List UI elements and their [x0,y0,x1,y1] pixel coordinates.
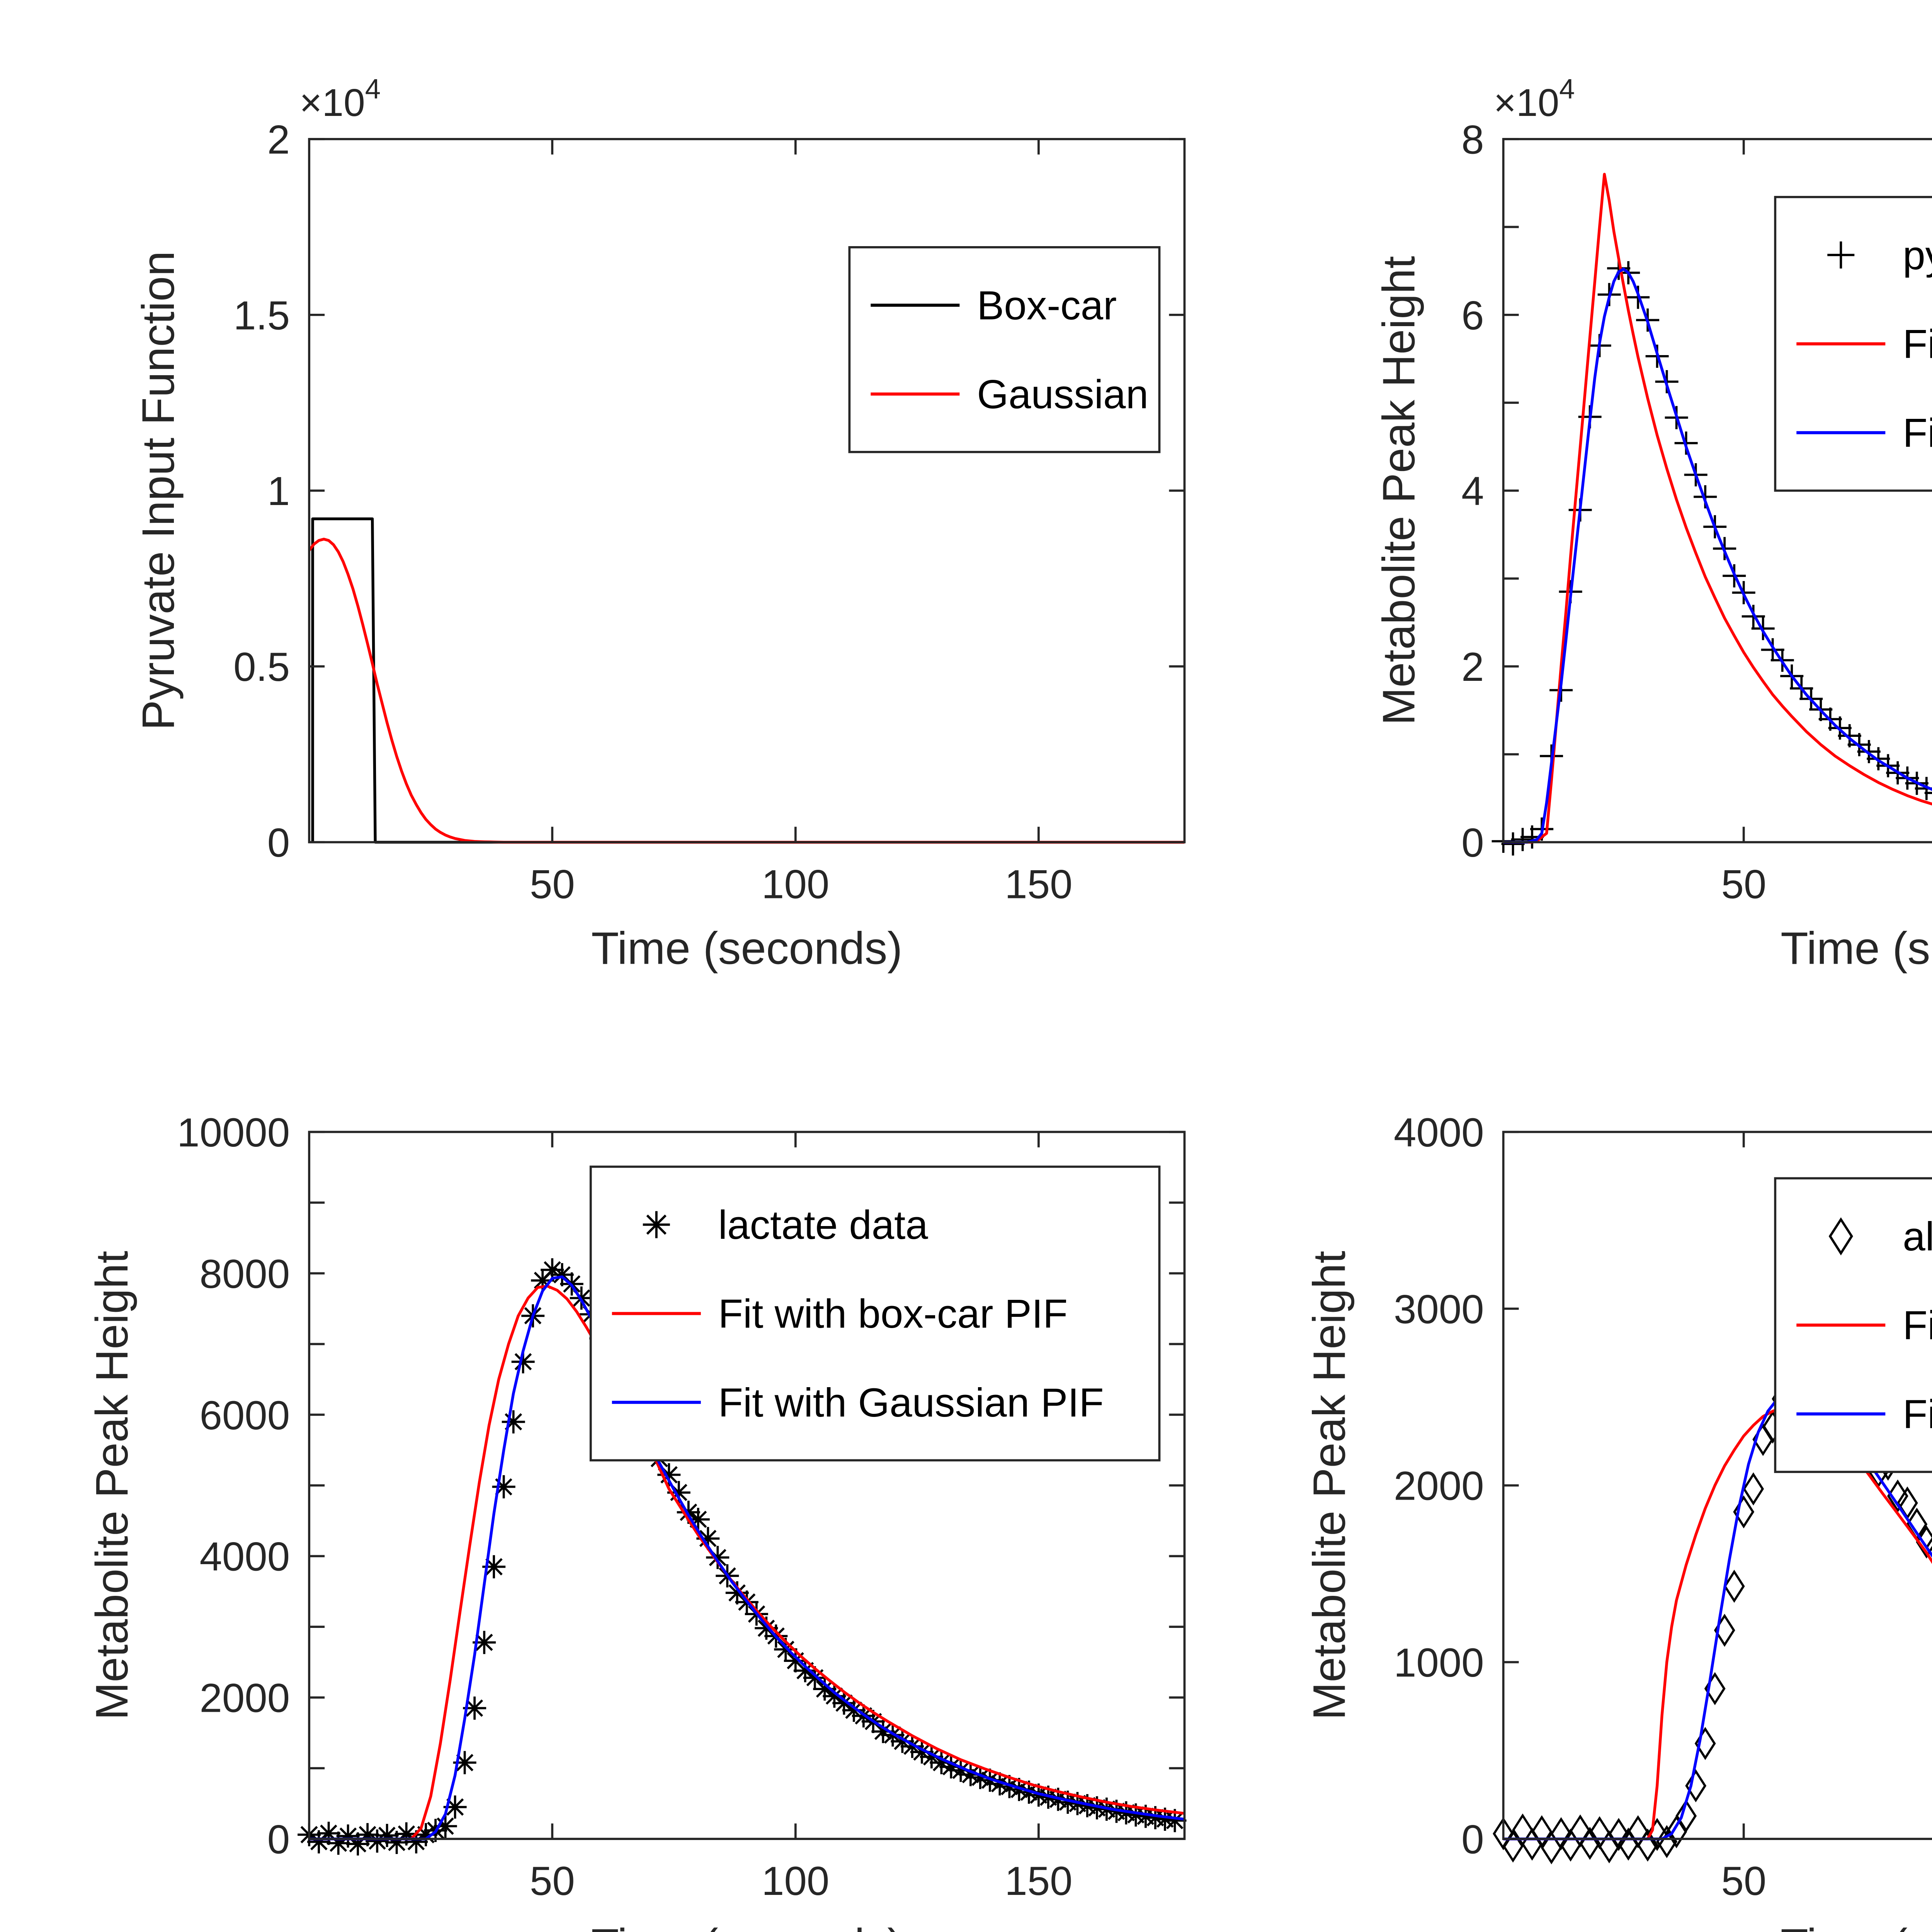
pyruvate-ytick-label: 2 [1461,645,1484,690]
lactate-ylabel: Metabolite Peak Height [87,1251,137,1720]
lactate-ticks [309,1131,1185,1840]
lactate-ytick-label: 10000 [177,1110,290,1155]
alanine-fit-gaussian-line [1503,1390,1932,1840]
panel-pif: 50 100 150 0 0.5 1 1.5 2×104 Time (seconds) Pyruv… [133,73,1186,974]
pyruvate-xtick-label: 50 [1721,862,1767,907]
panel-alanine: 5010015001000200030004000Time (seconds)M… [1304,1110,1932,1932]
lactate-legend-label: Fit with box-car PIF [718,1291,1068,1337]
lactate-xtick-label: 150 [1005,1859,1072,1904]
alanine-ytick-label: 3000 [1394,1287,1484,1332]
alanine-legend-label: Fit with Gaussian PIF [1903,1392,1932,1437]
pif-axes-box [308,138,1186,844]
lactate-ytick-label: 2000 [200,1676,290,1721]
alanine-fit-boxcar-line [1503,1404,1932,1840]
lactate-fit-boxcar-line [309,1284,1185,1840]
alanine-ytick-label: 4000 [1394,1110,1484,1155]
lactate-legend-asterisk-marker [643,1211,670,1238]
alanine-xlabel: Time (seconds) [1781,1920,1932,1932]
pif-ytick-label: 0.5 [233,645,290,690]
pif-ytick-label: 0 [267,820,290,866]
alanine-ylabel: Metabolite Peak Height [1304,1251,1355,1720]
pif-gaussian-line [308,537,1185,844]
pif-ytick-label: 1.5 [233,293,290,338]
pyruvate-y-exponent: ×104 [1494,73,1575,124]
pif-box-car-line [311,517,1185,844]
alanine-legend-label: Fit with box-car PIF [1903,1303,1932,1348]
pif-legend-box [848,246,1161,453]
pyruvate-legend-plus-marker [1827,241,1855,269]
pif-legend: Box-car Gaussian [848,246,1161,453]
pif-y-exponent: ×104 [299,73,381,124]
pif-ticks [309,138,1185,844]
lactate-xtick-label: 100 [762,1859,829,1904]
pif-xlabel: Time (seconds) [591,923,902,974]
lactate-ytick-label: 8000 [200,1252,290,1297]
pyruvate-legend-label: pyruvate data [1903,233,1932,278]
alanine-xtick-label: 50 [1721,1859,1767,1904]
pif-xtick-label: 100 [762,862,829,907]
pyruvate-ticks [1503,138,1745,844]
pyruvate-fit-gaussian-line [1503,267,1932,844]
pyruvate-legend: pyruvate data Fit with box-car PIF Fit wit… [1774,196,1932,492]
lactate-xlabel: Time (seconds) [591,1920,902,1932]
lactate-fit-gaussian-line [309,1275,1185,1840]
pyruvate-legend-label: Fit with Gaussian PIF [1903,410,1932,456]
panel-lactate: 50 100 150 0 2000 4000 6000 8000 10000 Time (seco… [87,1110,1187,1932]
pyruvate-ylabel: Metabolite Peak Height [1374,256,1424,725]
lactate-legend-label: lactate data [718,1202,929,1248]
alanine-legend-diamond-marker [1828,1217,1853,1255]
lactate-ytick-label: 6000 [200,1393,290,1438]
lactate-legend: lactate data Fit with box-car PIF Fit with… [589,1165,1161,1462]
pyruvate-ytick-label: 4 [1461,469,1484,514]
alanine-ticks [1503,1131,1745,1840]
alanine-legend-label: alanine data [1903,1214,1932,1259]
lactate-legend-label: Fit with Gaussian PIF [718,1380,1104,1425]
lactate-ytick-label: 4000 [200,1534,290,1580]
pyruvate-ytick-label: 8 [1461,117,1484,162]
pif-ytick-label: 2 [267,117,290,162]
alanine-ytick-label: 1000 [1394,1640,1484,1685]
pyruvate-legend-label: Fit with box-car PIF [1903,321,1932,367]
alanine-ytick-label: 2000 [1394,1464,1484,1509]
lactate-ytick-label: 0 [267,1817,290,1862]
lactate-xtick-label: 50 [530,1859,575,1904]
pif-xtick-label: 150 [1005,862,1072,907]
pyruvate-ytick-label: 6 [1461,293,1484,338]
alanine-legend: alanine data Fit with box-car PIF Fit with… [1774,1177,1932,1473]
pif-legend-label: Gaussian [977,372,1148,417]
pyruvate-ytick-label: 0 [1461,820,1484,866]
pyruvate-fit-boxcar-line [1503,173,1932,844]
pif-xtick-label: 50 [530,862,575,907]
pyruvate-xlabel: Time (seconds) [1781,923,1932,974]
pif-ylabel: Pyruvate Input Function [133,251,184,730]
pif-legend-label: Box-car [977,283,1117,328]
alanine-ytick-label: 0 [1461,1817,1484,1862]
pif-ytick-label: 1 [267,469,290,514]
